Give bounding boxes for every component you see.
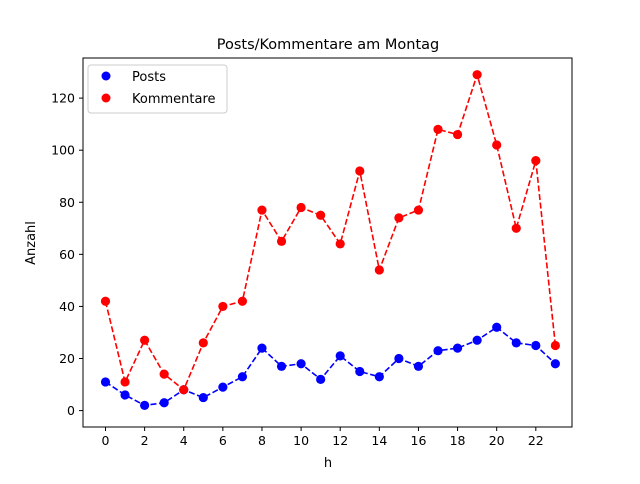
- data-point-marker-icon: [159, 369, 169, 379]
- data-point-marker-icon: [492, 322, 502, 332]
- data-point-marker-icon: [218, 382, 228, 392]
- y-tick-label: 120: [51, 91, 75, 106]
- data-point-marker-icon: [276, 361, 287, 371]
- data-point-marker-icon: [179, 385, 189, 395]
- data-point-marker-icon: [531, 340, 541, 351]
- data-point-marker-icon: [159, 398, 169, 408]
- plot-area: [100, 70, 560, 410]
- data-point-marker-icon: [335, 351, 345, 361]
- data-point-marker-icon: [276, 236, 287, 246]
- x-tick-label: 16: [411, 433, 427, 448]
- y-tick-label: 20: [59, 351, 75, 366]
- data-point-marker-icon: [394, 213, 404, 223]
- data-point-marker-icon: [394, 353, 404, 364]
- data-point-marker-icon: [492, 140, 502, 150]
- legend-box: [87, 64, 228, 114]
- data-point-marker-icon: [452, 129, 463, 140]
- legend-label-kommentare: Kommentare: [132, 92, 216, 107]
- data-point-marker-icon: [452, 343, 463, 353]
- data-point-marker-icon: [140, 400, 150, 410]
- y-tick-label: 0: [67, 403, 75, 418]
- series-line: [105, 326, 556, 407]
- data-point-marker-icon: [413, 361, 424, 371]
- x-tick-label: 22: [528, 433, 544, 448]
- data-point-marker-icon: [531, 156, 541, 166]
- data-point-marker-icon: [198, 338, 208, 348]
- data-point-marker-icon: [100, 296, 111, 306]
- y-tick-label: 80: [59, 195, 75, 210]
- data-point-marker-icon: [413, 205, 424, 215]
- x-tick-label: 2: [141, 433, 149, 448]
- y-axis-label: Anzahl: [24, 221, 39, 265]
- data-point-marker-icon: [296, 359, 306, 369]
- x-tick-label: 0: [102, 433, 110, 448]
- data-point-marker-icon: [433, 124, 443, 134]
- data-point-marker-icon: [218, 301, 228, 312]
- legend-label-posts: Posts: [132, 70, 166, 85]
- x-tick-label: 10: [293, 433, 309, 448]
- data-point-marker-icon: [374, 372, 384, 382]
- series-line: [104, 71, 557, 392]
- data-point-marker-icon: [100, 377, 111, 387]
- data-point-marker-icon: [335, 239, 345, 249]
- x-axis-label: h: [324, 456, 332, 471]
- data-point-marker-icon: [550, 359, 560, 369]
- y-tick-label: 40: [59, 299, 75, 314]
- data-point-marker-icon: [355, 166, 365, 176]
- data-point-marker-icon: [237, 372, 248, 382]
- x-tick-label: 8: [258, 433, 266, 448]
- data-point-marker-icon: [511, 338, 521, 348]
- series-kommentare: [100, 70, 560, 395]
- data-point-marker-icon: [472, 70, 482, 80]
- y-axis: 0 20 40 60 80 100 120: [51, 91, 83, 418]
- x-tick-label: 6: [219, 433, 227, 448]
- chart-title: Posts/Kommentare am Montag: [217, 37, 440, 53]
- x-tick-label: 14: [371, 433, 387, 448]
- data-point-marker-icon: [296, 202, 306, 213]
- data-point-marker-icon: [120, 377, 130, 387]
- data-point-marker-icon: [472, 335, 482, 345]
- data-point-marker-icon: [355, 366, 365, 377]
- x-tick-label: 18: [450, 433, 466, 448]
- data-point-marker-icon: [140, 335, 150, 345]
- x-axis: 0 2 4 6 8 10 12 14 16 18 20 22: [102, 427, 544, 448]
- data-point-marker-icon: [257, 343, 267, 353]
- data-point-marker-icon: [316, 374, 326, 384]
- data-point-marker-icon: [198, 392, 208, 403]
- data-point-marker-icon: [237, 296, 248, 306]
- axes-frame: [82, 57, 573, 428]
- y-tick-label: 100: [51, 143, 75, 158]
- legend-marker-posts-icon: [101, 71, 111, 81]
- y-tick-label: 60: [59, 247, 75, 262]
- data-point-marker-icon: [511, 223, 521, 233]
- data-point-marker-icon: [316, 210, 326, 220]
- data-point-marker-icon: [550, 340, 560, 351]
- data-point-marker-icon: [433, 346, 443, 356]
- data-point-marker-icon: [120, 390, 130, 400]
- x-tick-label: 20: [489, 433, 505, 448]
- legend-marker-kommentare-icon: [101, 93, 111, 103]
- data-point-marker-icon: [257, 205, 267, 215]
- legend: Posts Kommentare: [87, 64, 228, 114]
- x-tick-label: 12: [332, 433, 348, 448]
- x-tick-label: 4: [180, 433, 188, 448]
- data-point-marker-icon: [374, 265, 384, 275]
